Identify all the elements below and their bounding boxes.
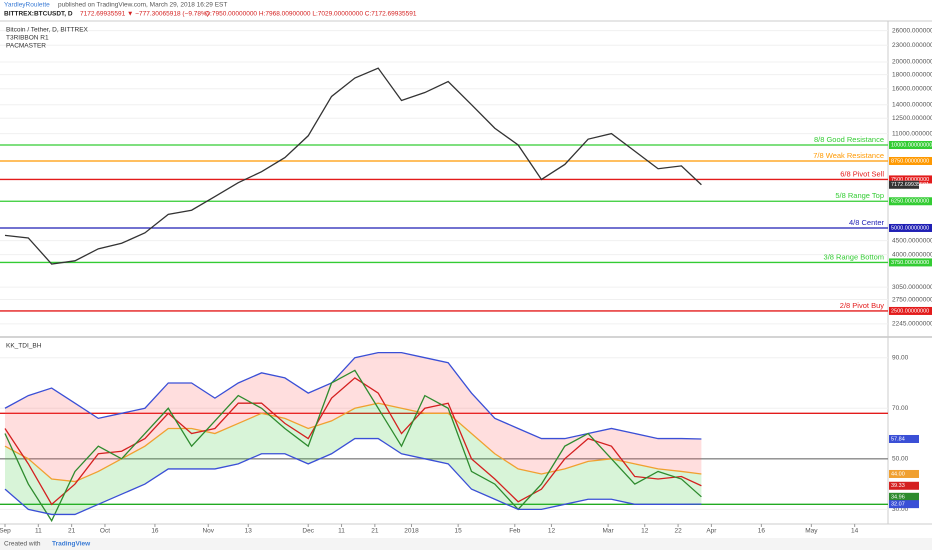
x-tick-label: Dec: [302, 528, 314, 535]
x-tick-label: Apr: [706, 528, 717, 535]
x-tick-label: Sep: [0, 528, 11, 535]
last-value-label: 39.33: [891, 483, 905, 489]
footer-bar: [0, 538, 932, 550]
y-tick-label: 12500.00000000: [892, 115, 932, 122]
price-tag: [889, 156, 932, 165]
last-value-label: 7172.69935591: [891, 182, 929, 188]
y-tick-label: 50.00: [892, 456, 909, 463]
level-label: 6/8 Pivot Sell: [840, 169, 884, 178]
price-tag-label: 5000.00000000: [891, 225, 929, 231]
x-tick-label: 13: [245, 528, 253, 535]
price-tag-label: 7500.00000000: [891, 177, 929, 183]
y-tick-label: 90.00: [892, 354, 909, 361]
ohlc: O:7950.00000000 H:7968.00900000 L:7029.0…: [205, 11, 417, 18]
pane-label: PACMASTER: [6, 43, 46, 50]
price-tag-label: 3750.00000000: [891, 260, 929, 266]
series-line: [4, 67, 702, 265]
last-value-tag: [889, 434, 919, 443]
x-tick-label: 12: [548, 528, 556, 535]
pane-label: T3RIBBON R1: [6, 35, 49, 42]
x-tick-label: 16: [151, 528, 159, 535]
x-tick-label: 22: [674, 528, 682, 535]
price-tag: [889, 223, 932, 232]
price-tag: [889, 258, 932, 267]
x-tick-label: Oct: [100, 528, 110, 535]
last-value-tag: [889, 481, 919, 490]
last-value-label: 44.00: [891, 471, 905, 477]
x-tick-label: Feb: [509, 528, 521, 535]
x-tick-label: 16: [758, 528, 766, 535]
y-tick-label: 30.00: [892, 506, 909, 513]
y-tick-label: 20000.00000000: [892, 59, 932, 66]
x-tick-label: 14: [851, 528, 859, 535]
price-tag-label: 6250.00000000: [891, 199, 929, 205]
symbol: BITTREX:BTCUSDT, D: [4, 11, 73, 18]
level-label: 3/8 Range Bottom: [824, 252, 884, 261]
price-tag-label: 2500.00000000: [891, 308, 929, 314]
x-tick-label: 21: [371, 528, 379, 535]
series-line: [4, 369, 702, 523]
y-tick-label: 2750.00000000: [892, 296, 932, 303]
author[interactable]: YardleyRoulette: [4, 2, 50, 9]
last-value-label: 34.96: [891, 494, 905, 500]
price-tag-label: 10000.00000000: [891, 142, 932, 148]
x-tick-label: 11: [35, 528, 42, 535]
y-tick-label: 70.00: [892, 405, 909, 412]
last-value-tag: [889, 180, 919, 189]
x-tick-label: May: [805, 528, 818, 535]
level-label: 7/8 Weak Resistance: [813, 151, 884, 160]
price-tag: [889, 197, 932, 206]
x-tick-label: Mar: [603, 528, 615, 535]
pane-title: KK_TDI_BH: [6, 343, 42, 350]
y-tick-label: 26000.00000000: [892, 27, 932, 34]
level-label: 5/8 Range Top: [835, 191, 884, 200]
quote: 7172.69935591 ▼ −777.30065918 (−9.78%): [80, 11, 209, 18]
last-value-label: 32.07: [891, 502, 905, 508]
series-line: [4, 437, 702, 516]
y-tick-label: 16000.00000000: [892, 85, 932, 92]
x-tick-label: Nov: [202, 528, 214, 535]
footer-text: Created with: [4, 541, 41, 548]
price-tag: [889, 175, 932, 184]
band-fill: [4, 352, 702, 482]
last-value-tag: [889, 492, 919, 501]
y-tick-label: 3050.00000000: [892, 284, 932, 291]
x-tick-label: 11: [338, 528, 345, 535]
level-label: 8/8 Good Resistance: [814, 135, 884, 144]
price-tag-label: 8750.00000000: [891, 158, 929, 164]
pane-label: Bitcoin / Tether, D, BITTREX: [6, 27, 89, 34]
x-tick-label: 12: [641, 528, 649, 535]
x-tick-label: 21: [68, 528, 76, 535]
y-tick-label: 4500.00000000: [892, 237, 932, 244]
level-label: 2/8 Pivot Buy: [840, 301, 884, 310]
y-tick-label: 4000.00000000: [892, 251, 932, 258]
last-value-tag: [889, 500, 919, 509]
price-tag: [889, 140, 932, 149]
level-label: 4/8 Center: [849, 218, 885, 227]
y-tick-label: 2245.00000000: [892, 321, 932, 328]
series-line: [4, 377, 702, 506]
y-tick-label: 23000.00000000: [892, 42, 932, 49]
published: published on TradingView.com, March 29, …: [58, 2, 227, 9]
y-tick-label: 14000.00000000: [892, 101, 932, 108]
last-value-label: 57.84: [891, 436, 905, 442]
y-tick-label: 11000.00000000: [892, 130, 932, 137]
x-tick-label: 2018: [404, 528, 419, 535]
band-fill: [4, 403, 702, 515]
footer-brand[interactable]: TradingView: [52, 541, 91, 548]
x-tick-label: 15: [455, 528, 463, 535]
y-tick-label: 18000.00000000: [892, 71, 932, 78]
price-tag: [889, 306, 932, 315]
last-value-tag: [889, 469, 919, 478]
